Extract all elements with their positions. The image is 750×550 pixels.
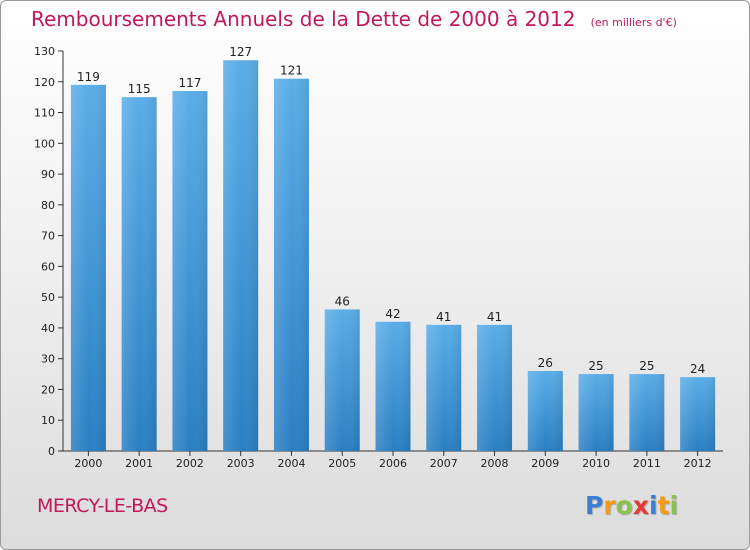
x-tick-label: 2001: [125, 457, 153, 470]
logo-letter: o: [615, 491, 633, 520]
chart-subtitle: (en milliers d'€): [590, 16, 677, 29]
bar-shine: [324, 309, 360, 451]
y-tick-label: 40: [41, 322, 55, 335]
bar-value-label: 25: [639, 359, 654, 373]
bars-group: 119 115 117 127 121 46 42 41 41 26 25 25 24: [70, 45, 716, 452]
y-tick-label: 80: [41, 199, 55, 212]
bar-value-label: 115: [128, 82, 151, 96]
bar-shine: [527, 371, 563, 451]
x-tick-label: 2008: [481, 457, 509, 470]
x-tick-label: 2009: [531, 457, 559, 470]
logo-letter: P: [585, 491, 604, 520]
bar-value-label: 121: [280, 64, 303, 78]
bar-shine: [273, 78, 309, 451]
x-tick-label: 2002: [176, 457, 204, 470]
y-tick-label: 60: [41, 260, 55, 273]
axes: 0 10 20 30 40 50 60 70 80 90 100 110 120 130 2000 2001 2…: [34, 45, 723, 470]
y-tick-label: 10: [41, 414, 55, 427]
x-tick-label: 2006: [379, 457, 407, 470]
bar-value-label: 117: [178, 76, 201, 90]
bar-value-label: 119: [77, 70, 100, 84]
logo-letter: i: [649, 491, 658, 520]
logo-letter: r: [603, 491, 616, 520]
x-tick-label: 2012: [684, 457, 712, 470]
bar-value-label: 46: [335, 294, 350, 308]
y-tick-label: 0: [48, 445, 55, 458]
bar-shine: [629, 374, 665, 451]
x-tick-label: 2010: [582, 457, 610, 470]
bar-shine: [121, 97, 157, 452]
logo-letter: x: [632, 491, 649, 520]
bar-shine: [223, 60, 259, 451]
bar-shine: [70, 84, 106, 451]
y-tick-label: 120: [34, 76, 55, 89]
bar-value-label: 26: [538, 356, 553, 370]
x-tick-label: 2011: [633, 457, 661, 470]
bar-value-label: 41: [487, 310, 502, 324]
x-tick-label: 2003: [227, 457, 255, 470]
x-tick-label: 2000: [74, 457, 102, 470]
bar-shine: [680, 377, 716, 451]
bar-shine: [477, 324, 513, 451]
bar-value-label: 41: [436, 310, 451, 324]
y-tick-label: 70: [41, 230, 55, 243]
x-tick-label: 2007: [430, 457, 458, 470]
x-tick-label: 2005: [328, 457, 356, 470]
bar-value-label: 42: [385, 307, 400, 321]
bar-shine: [426, 324, 462, 451]
y-tick-label: 110: [34, 107, 55, 120]
y-tick-label: 30: [41, 353, 55, 366]
y-tick-label: 50: [41, 291, 55, 304]
bar-shine: [172, 91, 208, 451]
chart-title: Remboursements Annuels de la Dette de 20…: [31, 7, 576, 31]
logo-letter: t: [657, 491, 670, 520]
logo-letter: i: [669, 491, 679, 520]
y-tick-label: 100: [34, 137, 55, 150]
y-tick-label: 90: [41, 168, 55, 181]
bar-value-label: 24: [690, 362, 705, 376]
place-name: MERCY-LE-BAS: [37, 495, 168, 517]
x-tick-label: 2004: [277, 457, 305, 470]
bar-value-label: 127: [229, 45, 252, 59]
bar-shine: [578, 374, 614, 451]
bar-shine: [375, 321, 411, 451]
title-row: Remboursements Annuels de la Dette de 20…: [31, 7, 677, 31]
y-tick-label: 130: [34, 45, 55, 58]
y-tick-label: 20: [41, 383, 55, 396]
proxiti-logo[interactable]: Proxiti: [585, 491, 678, 520]
bar-value-label: 25: [588, 359, 603, 373]
